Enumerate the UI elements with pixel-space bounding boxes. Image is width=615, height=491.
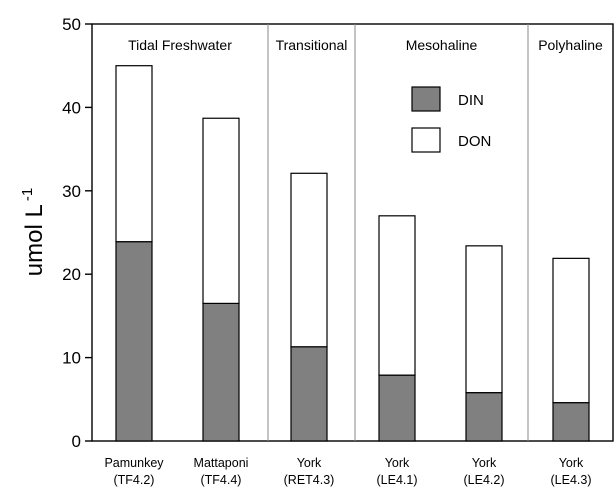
plot-frame: [91, 23, 614, 442]
category-label-name: York: [472, 456, 497, 470]
category-label-name: York: [385, 456, 410, 470]
bar-segment-din: [290, 346, 328, 442]
bar-segment-don: [202, 117, 240, 304]
y-tick-label: 30: [62, 182, 81, 201]
bar-segment-din: [378, 374, 416, 442]
category-label-station: (LE4.3): [551, 473, 592, 487]
region-dividers: [267, 24, 529, 441]
y-tick-label: 10: [62, 349, 81, 368]
bars: [115, 65, 590, 442]
category-label-name: York: [559, 456, 584, 470]
category-label-station: (TF4.2): [114, 473, 155, 487]
category-label-station: (RET4.3): [284, 473, 335, 487]
y-tick-label: 20: [62, 265, 81, 284]
bar-segment-din: [202, 302, 240, 442]
bar-segment-din: [552, 402, 590, 442]
category-label-name: Mattaponi: [194, 456, 249, 470]
y-tick-label: 50: [62, 15, 81, 34]
legend-swatch-don: [411, 127, 441, 153]
y-axis-label-text: umol L: [21, 204, 48, 276]
bar-segment-don: [465, 245, 503, 394]
bar-segment-din: [465, 392, 503, 442]
category-label-station: (TF4.4): [201, 473, 242, 487]
bar-segment-din: [115, 241, 153, 442]
y-tick-label: 40: [62, 98, 81, 117]
bar-segment-don: [290, 172, 328, 348]
y-axis-label: umol L -1: [19, 188, 48, 276]
category-label-station: (LE4.1): [377, 473, 418, 487]
legend: DIN DON: [411, 86, 491, 153]
region-label: Polyhaline: [538, 37, 603, 53]
legend-swatch-din: [411, 86, 441, 112]
bar-segment-don: [115, 65, 153, 243]
category-label-station: (LE4.2): [464, 473, 505, 487]
category-label-name: Pamunkey: [104, 456, 164, 470]
legend-label: DIN: [458, 92, 484, 109]
plot-border: [91, 23, 614, 442]
category-label-name: York: [297, 456, 322, 470]
y-tick-label: 0: [72, 432, 81, 451]
region-label: Mesohaline: [406, 37, 478, 53]
y-axis-label-superscript: -1: [19, 188, 36, 201]
region-label: Transitional: [276, 37, 348, 53]
y-axis-ticks: 0 10 20 30 40 50: [62, 15, 92, 451]
region-labels: Tidal Freshwater Transitional Mesohaline Po…: [128, 37, 603, 53]
bar-segment-don: [552, 257, 590, 404]
bar-segment-don: [378, 215, 416, 376]
category-labels: Pamunkey (TF4.2) Mattaponi (TF4.4) York (RET4…: [104, 456, 591, 487]
legend-label: DON: [458, 133, 491, 150]
region-label: Tidal Freshwater: [128, 37, 232, 53]
svg-text:umol L-1: umol L -1: [19, 188, 48, 276]
